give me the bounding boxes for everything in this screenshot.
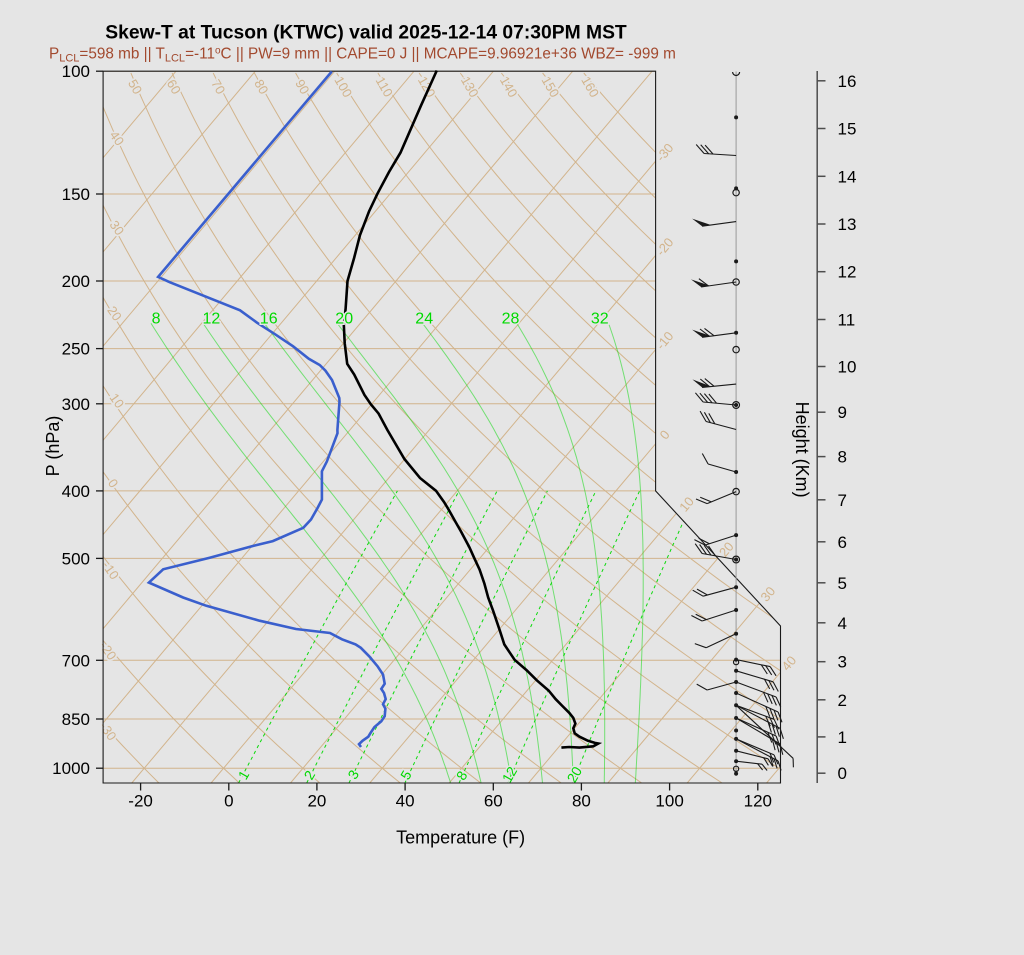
svg-text:13: 13	[838, 215, 857, 234]
svg-text:4: 4	[838, 614, 847, 633]
svg-text:850: 850	[62, 710, 90, 729]
svg-text:15: 15	[838, 120, 857, 139]
svg-text:40: 40	[396, 792, 415, 811]
svg-text:0: 0	[224, 792, 233, 811]
svg-text:1000: 1000	[52, 759, 90, 778]
svg-text:200: 200	[62, 272, 90, 291]
svg-text:32: 32	[591, 311, 609, 328]
svg-text:400: 400	[62, 482, 90, 501]
svg-text:100: 100	[62, 62, 90, 81]
svg-text:Temperature (F): Temperature (F)	[396, 828, 525, 848]
svg-text:20: 20	[307, 792, 326, 811]
svg-text:16: 16	[838, 72, 857, 91]
svg-text:80: 80	[572, 792, 591, 811]
svg-text:10: 10	[838, 358, 857, 377]
svg-text:P (hPa): P (hPa)	[43, 416, 63, 477]
svg-text:7: 7	[838, 491, 847, 510]
svg-text:-20: -20	[128, 792, 153, 811]
svg-text:250: 250	[62, 340, 90, 359]
svg-text:6: 6	[838, 533, 847, 552]
svg-text:Skew-T at Tucson (KTWC) valid: Skew-T at Tucson (KTWC) valid 2025-12-14…	[105, 22, 627, 43]
svg-text:8: 8	[838, 448, 847, 467]
svg-text:700: 700	[62, 651, 90, 670]
svg-text:500: 500	[62, 549, 90, 568]
svg-text:0: 0	[838, 764, 847, 783]
svg-text:150: 150	[62, 185, 90, 204]
svg-text:14: 14	[838, 167, 857, 186]
svg-text:16: 16	[260, 311, 278, 328]
svg-text:Height (Km): Height (Km)	[792, 402, 812, 498]
svg-text:120: 120	[744, 792, 772, 811]
svg-text:11: 11	[838, 311, 856, 330]
svg-text:60: 60	[484, 792, 503, 811]
svg-text:24: 24	[415, 311, 433, 328]
svg-text:1: 1	[838, 728, 847, 747]
svg-text:3: 3	[838, 653, 847, 672]
svg-text:PLCL=598 mb || TLCL=-11oC || P: PLCL=598 mb || TLCL=-11oC || PW=9 mm || …	[49, 46, 676, 65]
svg-text:100: 100	[655, 792, 683, 811]
svg-text:12: 12	[838, 263, 857, 282]
svg-text:9: 9	[838, 403, 847, 422]
svg-text:28: 28	[502, 311, 520, 328]
svg-text:5: 5	[838, 574, 847, 593]
svg-text:12: 12	[203, 311, 221, 328]
svg-text:2: 2	[838, 691, 847, 710]
svg-text:8: 8	[152, 311, 161, 328]
svg-text:300: 300	[62, 395, 90, 414]
svg-text:20: 20	[335, 311, 353, 328]
